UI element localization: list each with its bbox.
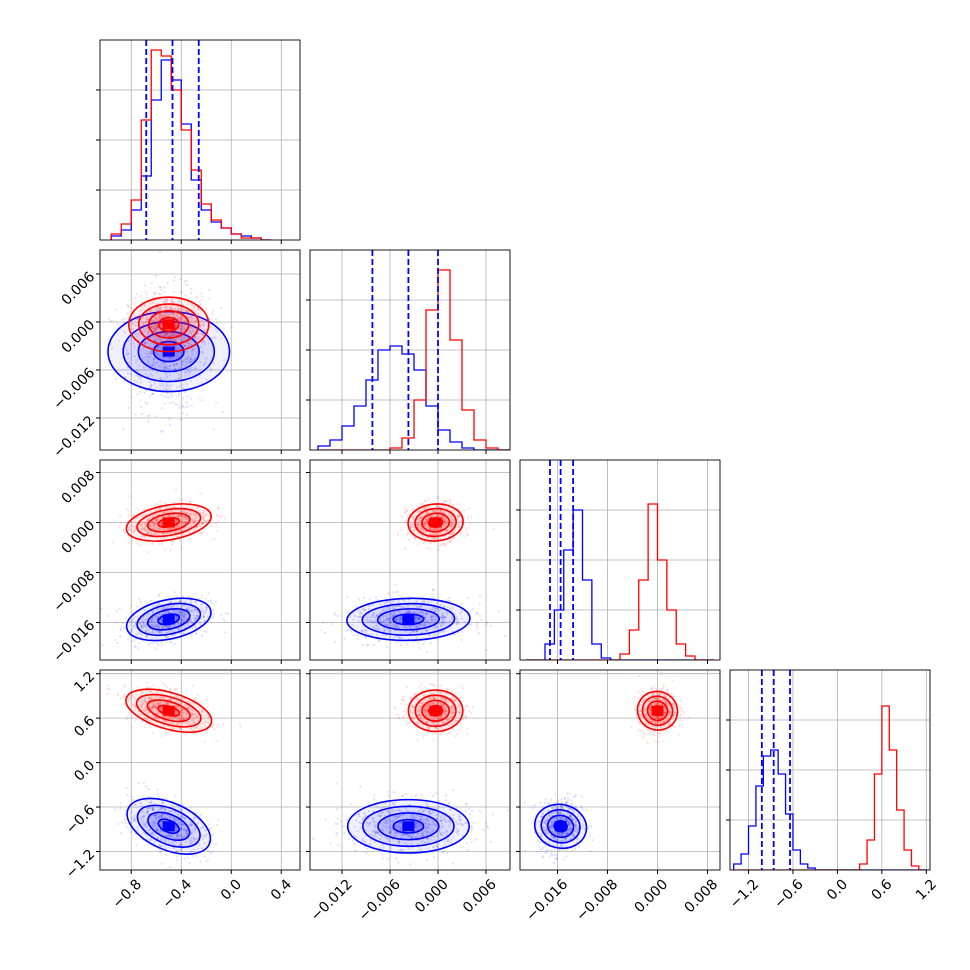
panel-frame [99,249,301,451]
x-tick-label: 1.2 [913,876,940,903]
density-peak-red [162,705,175,716]
y-tick-label: −0.6 [63,802,98,837]
density-peak-red [162,517,175,528]
y-tick-label: 0.000 [59,317,99,357]
panel-frame [519,459,721,661]
x-tick-label: 0.000 [632,876,672,916]
x-tick-label: 0.0 [218,876,245,903]
x-tick-label: −0.4 [160,876,195,911]
density-peak-blue [554,821,567,832]
scatter-panel-2-1 [306,459,511,664]
density-peak-red [651,705,664,716]
x-tick-label: 0.000 [412,876,452,916]
y-tick-label: −0.012 [50,413,98,461]
density-peak-red [429,705,442,716]
histogram-blue [317,345,510,450]
x-tick-label: −0.8 [110,876,145,911]
x-tick-label: 0.6 [869,876,896,903]
sample-points-blue [312,782,510,866]
x-tick-label: 0.0 [824,876,851,903]
histogram-panel-2 [516,459,721,664]
scatter-panel-3-2 [516,669,721,874]
panel-frame [99,459,301,661]
histogram-panel-3 [726,669,931,874]
x-tick-label: 0.006 [460,876,500,916]
x-tick-label: 0.008 [682,876,722,916]
histogram-red [733,705,927,870]
panel-frame [309,459,511,661]
histogram-red [110,49,272,240]
panel-frame [309,249,511,451]
panel-frame [99,669,301,871]
density-peak-blue [162,821,175,832]
scatter-panel-1-0 [96,249,301,454]
histogram-blue [526,509,714,660]
panel-frame [309,669,511,871]
panel-frame [99,39,301,241]
x-tick-label: −0.008 [573,876,621,924]
y-tick-label: 1.2 [71,669,98,696]
y-tick-label: −0.016 [50,617,98,665]
x-tick-label: −0.6 [771,876,806,911]
x-tick-label: −0.016 [523,876,571,924]
density-peak-red [429,517,442,528]
density-peak-red [162,319,175,330]
density-peak-blue [402,821,415,832]
histogram-blue [733,749,927,870]
x-tick-label: −1.2 [727,876,762,911]
scatter-panel-3-0 [96,669,301,874]
density-peak-blue [162,614,175,625]
x-tick-label: 0.4 [268,876,295,903]
y-tick-label: 0.0 [71,758,98,785]
y-tick-label: −1.2 [63,846,98,881]
histogram-red [526,503,714,660]
histogram-red [318,269,510,450]
histogram-panel-1 [306,249,511,454]
panel-frame [729,669,931,871]
y-tick-label: −0.006 [50,365,98,413]
x-tick-label: −0.006 [356,876,404,924]
y-tick-label: 0.008 [59,467,99,507]
sample-points-red [106,681,242,743]
scatter-panel-2-0 [96,459,301,664]
y-tick-label: 0.000 [59,517,99,557]
density-peak-blue [402,614,415,625]
x-tick-label: −0.012 [308,876,356,924]
histogram-panel-0 [96,39,301,244]
panel-frame [519,669,721,871]
y-tick-label: 0.6 [71,713,98,740]
scatter-panel-3-1 [306,669,511,874]
y-tick-label: −0.008 [50,567,98,615]
y-tick-label: 0.006 [59,269,99,309]
sample-points-blue [320,583,507,654]
